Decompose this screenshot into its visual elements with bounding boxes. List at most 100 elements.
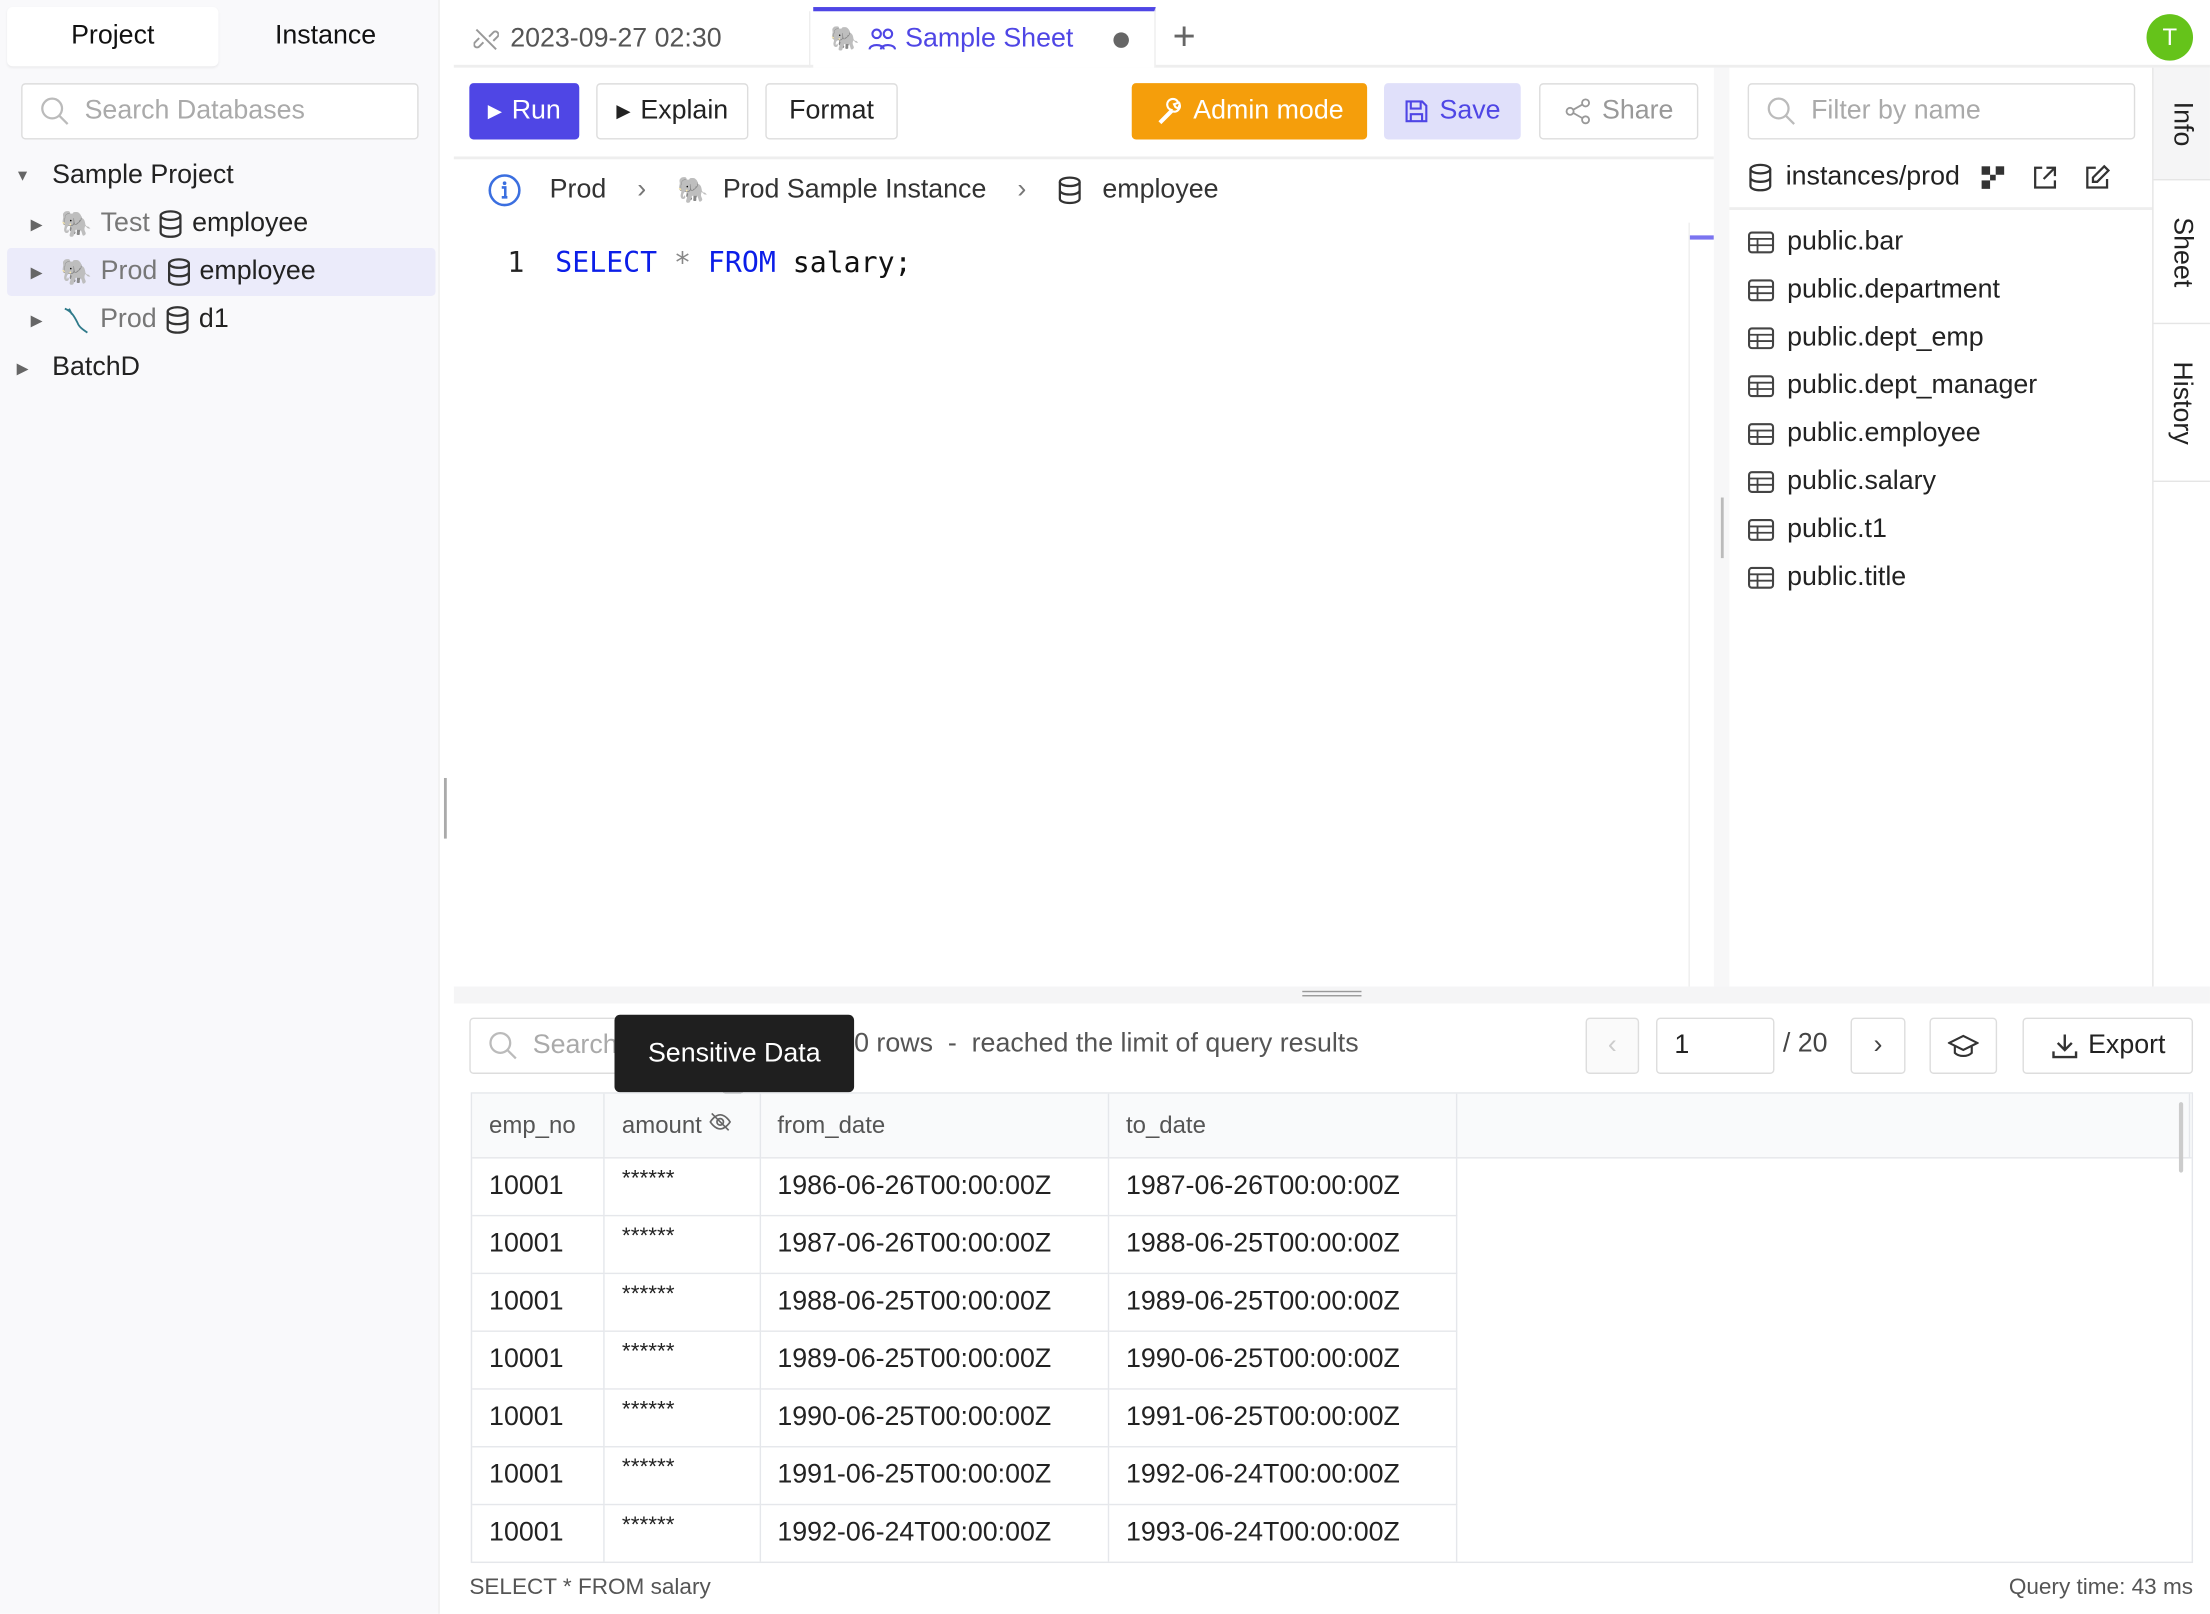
line-number: 1 (507, 245, 525, 280)
external-link-icon[interactable] (2030, 163, 2058, 191)
column-header-from_date[interactable]: from_date (759, 1093, 1110, 1159)
filter-placeholder: Filter by name (1811, 95, 1981, 126)
schema-resize-handle[interactable] (1720, 497, 1724, 559)
tree-db-prod-d1[interactable]: ▶ Prod d1 (7, 296, 435, 344)
editor-scrollbar-track[interactable] (1688, 222, 1690, 987)
search-databases-input[interactable]: Search Databases (21, 83, 419, 140)
table-item[interactable]: public.salary (1748, 458, 1936, 506)
cell-from_date[interactable]: 1989-06-25T00:00:00Z (759, 1330, 1110, 1390)
eye-off-icon[interactable] (708, 1111, 732, 1134)
cell-emp_no[interactable]: 10001 (472, 1446, 606, 1506)
table-name: public.department (1787, 274, 2001, 305)
tree-batchd[interactable]: ▶ BatchD (7, 344, 435, 392)
table-item[interactable]: public.employee (1748, 410, 1981, 458)
cell-amount[interactable]: ****** (603, 1388, 761, 1448)
column-header-amount[interactable]: amount (603, 1093, 761, 1159)
table-item[interactable]: public.department (1748, 266, 2000, 314)
cell-to_date[interactable]: 1991-06-25T00:00:00Z (1107, 1388, 1458, 1448)
table-row[interactable]: 10001 ****** 1992-06-24T00:00:00Z 1993-06-2… (472, 1503, 2189, 1562)
cell-from_date[interactable]: 1991-06-25T00:00:00Z (759, 1446, 1110, 1506)
export-button[interactable]: Export (2022, 1017, 2194, 1074)
format-button[interactable]: Format (765, 83, 898, 140)
mysql-icon (61, 304, 92, 335)
sql-editor[interactable]: 1 SELECT * FROM salary; (454, 242, 1689, 281)
cell-emp_no[interactable]: 10001 (472, 1503, 606, 1562)
cell-amount[interactable]: ****** (603, 1503, 761, 1562)
side-tab-info[interactable]: Info (2153, 67, 2210, 181)
filter-tables-input[interactable]: Filter by name (1747, 83, 2136, 140)
sidebar-resize-handle[interactable] (443, 777, 447, 839)
table-name: public.title (1787, 562, 1907, 592)
admin-mode-button[interactable]: Admin mode (1131, 83, 1368, 140)
table-item[interactable]: public.dept_emp (1748, 314, 1984, 362)
side-tab-history[interactable]: History (2153, 324, 2210, 483)
share-button[interactable]: Share (1539, 83, 1699, 140)
column-header-emp_no[interactable]: emp_no (472, 1093, 606, 1159)
table-item[interactable]: public.title (1748, 554, 1907, 602)
grid-scrollbar[interactable] (2178, 1102, 2184, 1173)
caret-right-icon[interactable]: ▶ (30, 264, 43, 282)
page-input[interactable]: 1 (1656, 1017, 1775, 1074)
table-row[interactable]: 10001 ****** 1991-06-25T00:00:00Z 1992-06-2… (472, 1446, 2189, 1506)
edit-icon[interactable] (2082, 163, 2110, 191)
schema-diagram-icon[interactable] (1978, 163, 2006, 191)
cell-to_date[interactable]: 1987-06-26T00:00:00Z (1107, 1157, 1458, 1217)
column-header-to_date[interactable]: to_date (1107, 1093, 1458, 1159)
table-row[interactable]: 10001 ****** 1989-06-25T00:00:00Z 1990-06-2… (472, 1330, 2189, 1390)
explain-button[interactable]: ▶ Explain (596, 83, 749, 140)
tab-project[interactable]: Project (7, 7, 219, 67)
tab-instance[interactable]: Instance (274, 21, 377, 51)
caret-right-icon[interactable]: ▶ (30, 312, 43, 330)
table-item[interactable]: public.dept_manager (1748, 362, 2037, 410)
cell-from_date[interactable]: 1986-06-26T00:00:00Z (759, 1157, 1110, 1217)
cell-amount[interactable]: ****** (603, 1214, 761, 1275)
tree-db-test-employee[interactable]: ▶ 🐘 Test employee (7, 200, 435, 248)
cell-from_date[interactable]: 1990-06-25T00:00:00Z (759, 1388, 1110, 1448)
cell-to_date[interactable]: 1993-06-24T00:00:00Z (1107, 1503, 1458, 1562)
tree-db-prod-employee[interactable]: ▶ 🐘 Prod employee (7, 248, 436, 296)
breadcrumb-env[interactable]: Prod (549, 174, 607, 205)
table-row[interactable]: 10001 ****** 1986-06-26T00:00:00Z 1987-06-2… (472, 1157, 2189, 1217)
breadcrumb-database[interactable]: employee (1102, 174, 1219, 205)
cell-emp_no[interactable]: 10001 (472, 1272, 606, 1332)
save-button[interactable]: Save (1384, 83, 1521, 140)
side-tab-sheet[interactable]: Sheet (2153, 180, 2210, 325)
prev-page-button[interactable]: ‹ (1585, 1017, 1640, 1074)
table-item[interactable]: public.bar (1748, 218, 1903, 266)
next-page-button[interactable]: › (1850, 1017, 1906, 1074)
cell-to_date[interactable]: 1989-06-25T00:00:00Z (1107, 1272, 1458, 1332)
add-tab-button[interactable]: + (1172, 14, 1196, 58)
cell-amount[interactable]: ****** (603, 1272, 761, 1332)
cell-from_date[interactable]: 1992-06-24T00:00:00Z (759, 1503, 1110, 1562)
tab-sheet-1[interactable]: 2023-09-27 02:30 (454, 11, 811, 68)
cell-emp_no[interactable]: 10001 (472, 1330, 606, 1390)
cell-to_date[interactable]: 1992-06-24T00:00:00Z (1107, 1446, 1458, 1506)
cell-amount[interactable]: ****** (603, 1157, 761, 1217)
cell-amount[interactable]: ****** (603, 1446, 761, 1506)
avatar[interactable]: T (2146, 14, 2194, 61)
table-row[interactable]: 10001 ****** 1988-06-25T00:00:00Z 1989-06-2… (472, 1272, 2189, 1332)
cell-amount[interactable]: ****** (603, 1330, 761, 1390)
column-label: from_date (777, 1111, 886, 1139)
cell-to_date[interactable]: 1990-06-25T00:00:00Z (1107, 1330, 1458, 1390)
tree-project[interactable]: ▼ Sample Project (7, 152, 435, 200)
drag-handle-icon[interactable] (1302, 990, 1362, 997)
visualize-button[interactable] (1929, 1017, 1998, 1074)
caret-right-icon[interactable]: ▶ (16, 360, 29, 378)
cell-to_date[interactable]: 1988-06-25T00:00:00Z (1107, 1214, 1458, 1275)
cell-from_date[interactable]: 1988-06-25T00:00:00Z (759, 1272, 1110, 1332)
table-item[interactable]: public.t1 (1748, 506, 1887, 554)
run-button[interactable]: ▶ Run (469, 83, 580, 140)
table-row[interactable]: 10001 ****** 1990-06-25T00:00:00Z 1991-06-2… (472, 1388, 2189, 1448)
caret-right-icon[interactable]: ▶ (30, 216, 43, 234)
postgres-icon: 🐘 (60, 257, 93, 286)
table-row[interactable]: 10001 ****** 1987-06-26T00:00:00Z 1988-06-2… (472, 1214, 2189, 1275)
caret-down-icon[interactable]: ▼ (14, 167, 31, 185)
breadcrumb-instance[interactable]: Prod Sample Instance (722, 174, 987, 205)
cell-from_date[interactable]: 1987-06-26T00:00:00Z (759, 1214, 1110, 1275)
cell-emp_no[interactable]: 10001 (472, 1388, 606, 1448)
cell-emp_no[interactable]: 10001 (472, 1214, 606, 1275)
chevron-right-icon: › (1017, 174, 1027, 205)
cell-emp_no[interactable]: 10001 (472, 1157, 606, 1217)
tab-sample-sheet[interactable]: 🐘 Sample Sheet (813, 7, 1156, 68)
